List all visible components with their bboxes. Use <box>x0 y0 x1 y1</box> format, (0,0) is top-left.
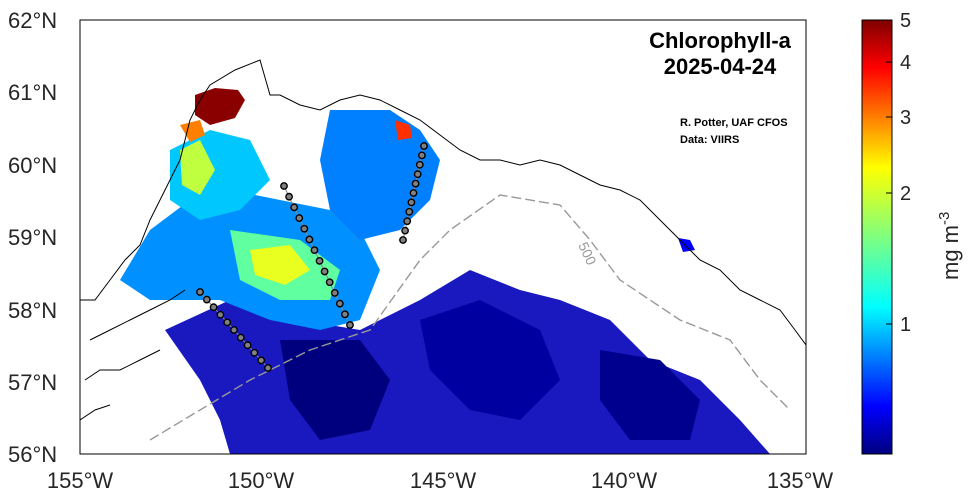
coastline <box>80 59 806 421</box>
map-date: 2025-04-24 <box>664 54 777 79</box>
station-marker <box>417 151 426 160</box>
station-marker <box>325 278 334 287</box>
station-marker <box>280 182 288 190</box>
map-border <box>79 19 807 455</box>
station-marker <box>346 321 354 329</box>
colorbar-tick: 5 <box>900 10 911 32</box>
station-marker <box>264 364 272 372</box>
colorbar-unit: mg m-3 <box>936 212 963 280</box>
station-marker <box>310 246 319 255</box>
station-marker <box>335 299 344 308</box>
station-marker <box>320 267 329 276</box>
colorbar-tick: 2 <box>900 183 911 205</box>
lat-tick: 59°N <box>8 225 57 250</box>
station-marker <box>413 170 422 179</box>
station-marker <box>196 288 204 296</box>
station-marker <box>202 295 211 304</box>
station-marker <box>401 226 409 235</box>
colorbar-tick: 3 <box>900 107 911 129</box>
map-title: Chlorophyll-a <box>649 28 792 53</box>
station-marker <box>285 192 293 201</box>
station-marker <box>230 326 238 334</box>
station-marker <box>315 256 324 265</box>
station-marker <box>209 303 218 312</box>
colorbar-tick: 1 <box>900 314 911 336</box>
station-marker <box>243 341 252 350</box>
station-marker <box>216 310 225 319</box>
lon-tick: 135°W <box>767 468 834 493</box>
station-marker <box>403 217 412 226</box>
station-lines <box>196 142 428 372</box>
lat-tick: 58°N <box>8 298 57 323</box>
station-marker <box>236 333 245 342</box>
station-marker <box>411 179 420 188</box>
station-marker <box>250 348 259 357</box>
lat-tick: 57°N <box>8 370 57 395</box>
unit-base: mg m <box>938 225 963 280</box>
credit-author: R. Potter, UAF CFOS <box>680 117 788 129</box>
station-marker <box>399 236 407 244</box>
lon-tick: 150°W <box>228 468 295 493</box>
lon-tick: 145°W <box>410 468 477 493</box>
lat-tick: 60°N <box>8 153 57 178</box>
unit-exponent: -3 <box>936 212 953 225</box>
station-marker <box>405 207 414 216</box>
lon-tick: 140°W <box>591 468 658 493</box>
colorbar-tick: 4 <box>900 52 911 74</box>
credit-data: Data: VIIRS <box>680 134 739 146</box>
station-marker <box>223 318 232 327</box>
station-marker <box>305 235 314 244</box>
colorbar <box>861 19 893 455</box>
station-marker <box>415 160 424 169</box>
station-marker <box>295 214 304 222</box>
lat-tick: 62°N <box>8 8 57 33</box>
station-marker <box>300 224 309 233</box>
station-marker <box>341 310 349 319</box>
station-marker <box>420 142 428 150</box>
colorbar-ticks: 5 4 3 2 1 <box>886 10 911 336</box>
lon-tick: 155°W <box>47 468 114 493</box>
station-marker <box>330 289 339 297</box>
lat-tick: 61°N <box>8 80 57 105</box>
lat-tick: 56°N <box>8 442 57 467</box>
station-marker <box>407 198 416 207</box>
station-marker <box>409 189 418 197</box>
longitude-axis: 155°W 150°W 145°W 140°W 135°W <box>47 468 834 493</box>
latitude-axis: 62°N 61°N 60°N 59°N 58°N 57°N 56°N <box>8 8 57 467</box>
svg-text:mg m-3: mg m-3 <box>936 212 963 280</box>
station-marker <box>257 356 266 365</box>
station-marker <box>290 203 299 212</box>
